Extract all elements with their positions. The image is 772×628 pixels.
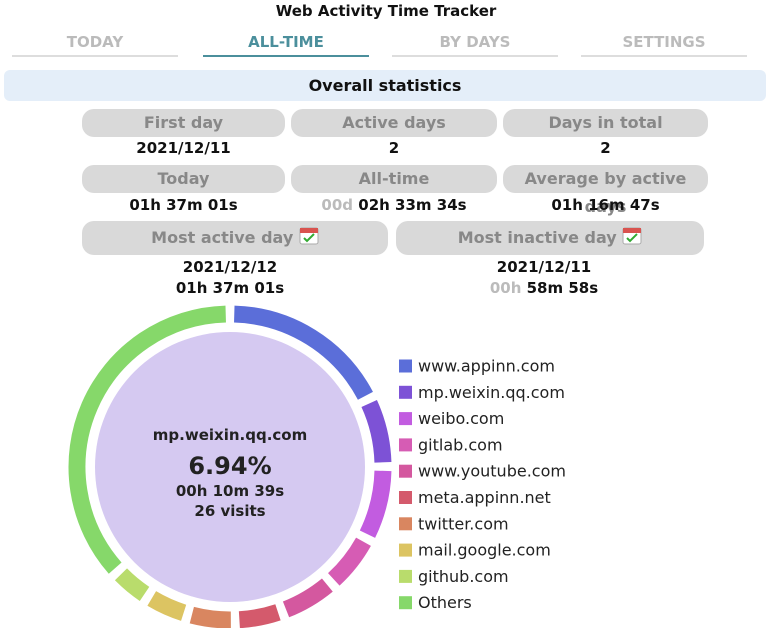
legend-swatch [399,543,412,557]
stat-value: 2021/12/11 [136,139,231,157]
center-site: mp.weixin.qq.com [153,426,307,444]
legend-label: mail.google.com [418,541,551,560]
stat-value: 01h 37m 01s [175,279,285,297]
stat-value: 2 [388,139,400,157]
legend-label: www.youtube.com [418,462,566,481]
tab[interactable]: BY DAYS [392,33,558,57]
center-percent: 6.94% [188,452,271,480]
legend-label: www.appinn.com [418,357,555,376]
stat-label: Most inactive day [396,221,704,255]
legend-label: meta.appinn.net [418,488,551,507]
legend-swatch [399,438,412,452]
calendar-icon [622,227,642,245]
stat-value: 00h 58m 58s [396,279,692,297]
muted-prefix: 00d [321,196,354,214]
center-visits: 26 visits [194,502,265,520]
stat-value: 01h 16m 47s [551,196,660,214]
stat-label: Days in total [503,109,708,137]
donut-center [95,332,365,602]
stat-label: Average by active days [503,165,708,216]
legend-label: weibo.com [418,409,504,428]
stat-value: 01h 37m 01s [129,196,238,214]
donut-segment [147,591,187,621]
stat-value: 00d 02h 33m 34s [291,196,497,214]
stat-label: Most active day [82,221,388,255]
legend-swatch [399,464,412,478]
legend-swatch [399,491,412,504]
legend-swatch [399,412,412,426]
legend-label: Others [418,593,472,612]
donut-segment [114,568,150,601]
tab[interactable]: TODAY [12,33,178,57]
stat-label: First day [82,109,285,137]
legend-label: gitlab.com [418,435,503,454]
section-title: Overall statistics [4,70,766,101]
legend-label: twitter.com [418,514,509,533]
legend-swatch [399,359,412,373]
stat-value: 2 [600,139,611,157]
legend-label: github.com [418,567,509,586]
calendar-icon [299,227,319,245]
legend-swatch [399,517,412,531]
stat-value: 2021/12/12 [182,258,278,276]
tab[interactable]: SETTINGS [581,33,747,57]
donut-segment [359,470,392,538]
donut-segment [68,305,226,574]
app-title: Web Activity Time Tracker [275,2,497,20]
legend-swatch [399,596,412,610]
time: 58m 58s [526,279,599,297]
donut-segment [233,305,373,400]
tab[interactable]: ALL-TIME [203,33,369,57]
time: 02h 33m 34s [358,196,467,214]
muted-prefix: 00h [489,279,522,297]
stat-label: Today [82,165,285,193]
legend-swatch [399,569,412,583]
donut-segment [282,578,333,618]
donut-segment [327,537,371,586]
donut-segment [238,604,281,628]
donut-segment [189,606,232,628]
stat-label: All-time [291,165,497,193]
stat-label: Active days [291,109,497,137]
center-time: 00h 10m 39s [176,482,284,500]
label: Most inactive day [457,228,617,247]
legend-label: mp.weixin.qq.com [418,383,565,402]
donut-segment [361,399,392,463]
stat-value: 2021/12/11 [496,258,592,276]
legend-swatch [399,385,412,399]
label: Most active day [151,228,294,247]
